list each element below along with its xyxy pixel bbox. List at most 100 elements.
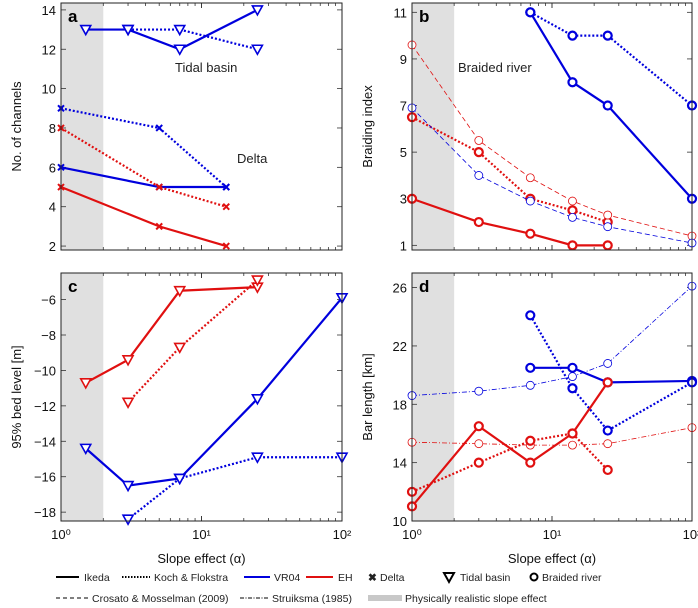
annotation: Tidal basin <box>175 60 237 75</box>
series-eh-koch-flokstra-tidal-basin <box>121 275 264 409</box>
x-tick-label: 10¹ <box>543 527 562 542</box>
y-tick-label: 3 <box>400 192 407 207</box>
y-tick-label: 12 <box>42 42 56 57</box>
series-vr04-koch-flokstra-tidal-basin <box>121 24 264 56</box>
delta-marker-icon: ✖ <box>368 572 377 584</box>
series-vr04-koch-flokstra <box>525 310 698 436</box>
shade-swatch <box>368 595 402 601</box>
data-point <box>474 171 484 180</box>
plot-frame <box>411 272 693 522</box>
series-line <box>127 279 259 404</box>
data-point <box>567 383 578 394</box>
legend-vr04: VR04 <box>274 572 300 584</box>
data-point <box>525 173 535 183</box>
braided-marker-icon <box>529 572 539 582</box>
y-tick-label: 22 <box>393 339 407 354</box>
panel-c: −18 −16 −14 −12 −10 −8 −6 10⁰ 10¹ 10² Slope effect… <box>9 272 352 566</box>
y-tick-label: 2 <box>49 239 56 254</box>
series-line <box>530 366 693 384</box>
data-point <box>603 439 613 449</box>
panel-letter: c <box>68 277 77 296</box>
legend-struiksma: Struiksma (1985) <box>272 593 352 605</box>
y-tick-label: −12 <box>34 399 56 414</box>
data-point <box>525 196 535 206</box>
y-axis-label: 95% bed level [m] <box>9 345 24 448</box>
series-line <box>85 286 258 384</box>
legend: Ikeda Koch & Flokstra VR04 EH ✖ Delta Ti… <box>56 572 602 605</box>
data-point <box>79 443 93 456</box>
series-vr04-ikeda-tidal-basin <box>79 5 264 56</box>
data-point <box>568 372 577 381</box>
data-point <box>603 210 613 220</box>
legend-shade: Physically realistic slope effect <box>405 593 547 605</box>
y-tick-label: −8 <box>41 328 56 343</box>
y-tick-label: 18 <box>393 397 407 412</box>
data-point <box>155 183 163 191</box>
data-point <box>173 473 187 486</box>
data-point <box>222 183 230 191</box>
y-tick-label: 1 <box>400 238 407 253</box>
y-tick-label: 10 <box>42 82 56 97</box>
y-axis-label: Bar length [km] <box>360 353 375 440</box>
data-point <box>525 7 536 18</box>
data-point <box>121 355 135 367</box>
data-point <box>602 464 613 476</box>
y-tick-label: 14 <box>393 456 407 471</box>
data-point <box>79 378 93 390</box>
series-line <box>529 11 693 107</box>
x-tick-label: 10¹ <box>192 527 211 542</box>
data-point <box>602 377 613 388</box>
plot-frame <box>60 272 343 522</box>
panel-letter: a <box>68 7 78 26</box>
data-point <box>525 380 535 390</box>
data-point <box>251 393 264 406</box>
data-point <box>525 310 536 321</box>
data-point <box>567 428 578 439</box>
y-tick-label: 11 <box>394 5 408 20</box>
data-point <box>473 457 484 468</box>
data-point <box>567 362 578 373</box>
data-point <box>602 240 613 251</box>
series-line <box>128 28 258 51</box>
y-tick-label: 8 <box>49 121 56 136</box>
data-point <box>251 275 264 287</box>
data-point <box>251 5 264 17</box>
series-vr04-koch-flokstra-tidal-basin <box>121 452 349 526</box>
panel-letter: d <box>419 277 429 296</box>
data-point <box>603 359 613 368</box>
data-point <box>173 285 187 298</box>
data-point <box>474 439 484 449</box>
data-point <box>603 222 613 232</box>
data-point <box>173 342 187 355</box>
series-line <box>529 314 693 432</box>
data-point <box>568 196 577 206</box>
data-point <box>173 24 187 37</box>
data-point <box>121 24 135 37</box>
annotation: Braided river <box>458 60 532 75</box>
data-point <box>473 421 484 432</box>
data-point <box>251 452 264 464</box>
series-line <box>60 127 227 208</box>
data-point <box>222 242 230 250</box>
x-tick-label: 10² <box>333 527 352 542</box>
legend-tidal: Tidal basin <box>460 572 511 584</box>
data-point <box>568 212 577 222</box>
legend-delta: Delta <box>380 572 405 584</box>
shaded-region <box>61 273 104 521</box>
data-point <box>567 30 578 41</box>
series-line <box>85 8 258 51</box>
series-eh-ikeda-delta <box>57 183 230 250</box>
data-point <box>173 44 187 56</box>
data-point <box>474 386 484 396</box>
x-axis-label: Slope effect (α) <box>508 551 596 566</box>
data-point <box>602 425 613 436</box>
data-point <box>222 202 230 211</box>
data-point <box>474 136 484 145</box>
series-eh-ikeda <box>406 377 613 512</box>
legend-ikeda: Ikeda <box>84 572 110 584</box>
legend-koch: Koch & Flokstra <box>154 572 228 584</box>
x-tick-label: 10⁰ <box>51 527 71 542</box>
legend-braided: Braided river <box>542 572 602 584</box>
y-tick-label: 9 <box>400 52 407 67</box>
